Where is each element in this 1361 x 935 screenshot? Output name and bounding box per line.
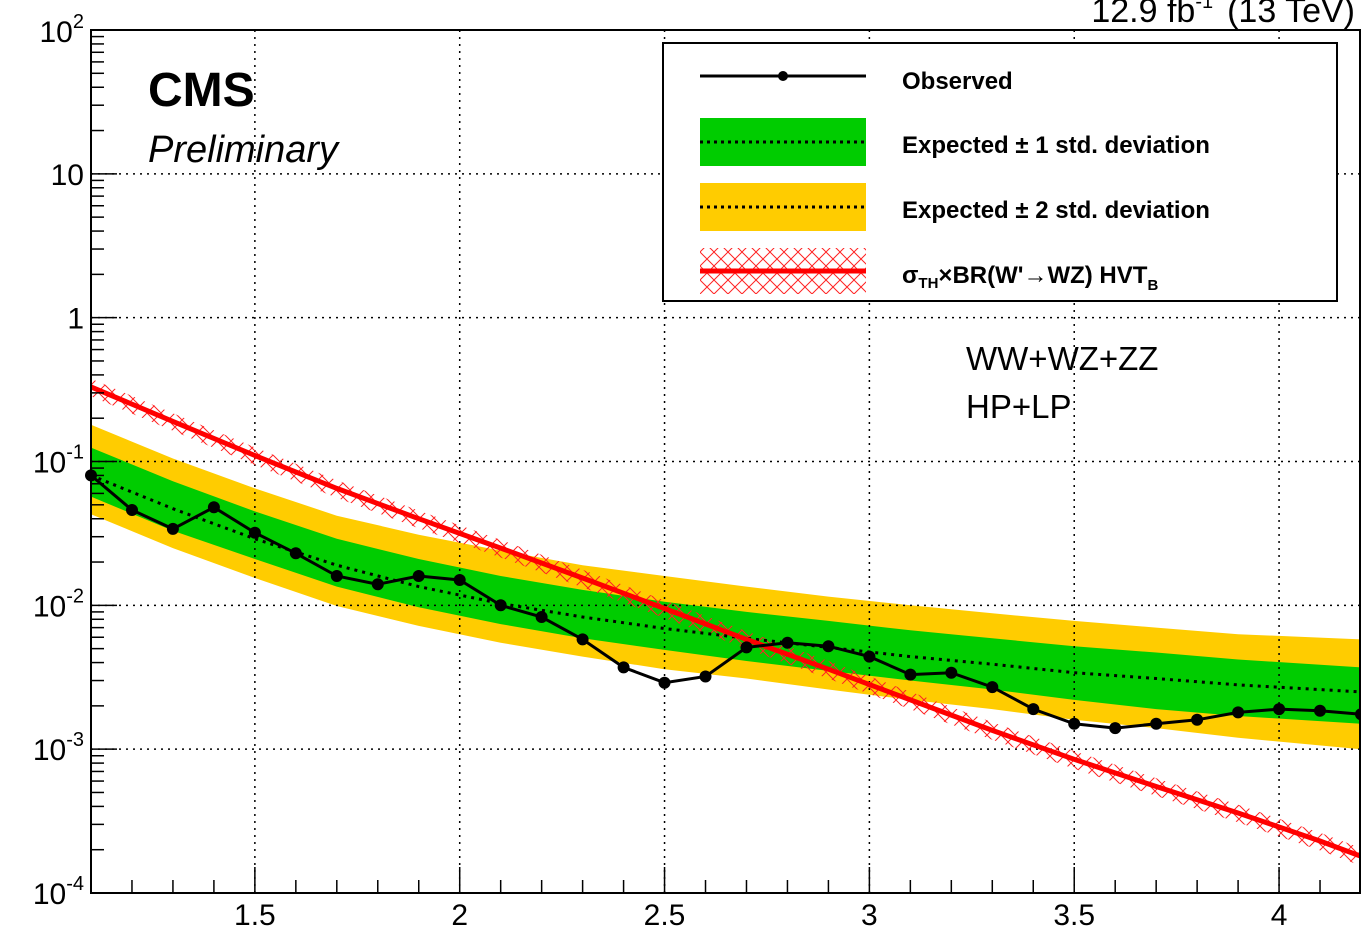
observed-point xyxy=(166,522,179,535)
legend-1sigma-label: Expected ± 1 std. deviation xyxy=(902,132,1210,159)
observed-point xyxy=(1150,717,1163,730)
observed-point xyxy=(371,578,384,591)
observed-point xyxy=(576,633,589,646)
observed-point xyxy=(1232,706,1245,719)
observed-point xyxy=(1027,703,1040,716)
legend-2sigma-label: Expected ± 2 std. deviation xyxy=(902,197,1210,224)
observed-point xyxy=(658,676,671,689)
x-tick-label: 1.5 xyxy=(234,899,276,932)
observed-point xyxy=(986,681,999,694)
x-tick-label: 3.5 xyxy=(1053,899,1095,932)
observed-point xyxy=(1109,722,1122,735)
observed-point xyxy=(453,574,466,586)
y-tick-label: 10 xyxy=(51,159,84,192)
observed-point xyxy=(740,641,753,654)
y-tick-label: 10-2 xyxy=(33,585,84,623)
x-tick-label: 3 xyxy=(861,899,878,932)
legend-theory-label: σTH×BR(W'→WZ) HVTB xyxy=(902,262,1158,294)
observed-point xyxy=(904,668,917,681)
y-tick-label: 10-4 xyxy=(33,873,84,911)
luminosity-label: 12.9 fb-1 (13 TeV) xyxy=(1091,0,1355,30)
observed-point xyxy=(412,570,425,582)
observed-point xyxy=(289,547,302,560)
observed-point xyxy=(207,501,220,514)
observed-point xyxy=(248,526,261,539)
experiment-label: CMS xyxy=(148,64,255,117)
observed-point xyxy=(617,661,630,674)
x-tick-label: 2.5 xyxy=(644,899,686,932)
x-tick-label: 4 xyxy=(1271,899,1288,932)
observed-point xyxy=(1314,704,1326,717)
observed-point xyxy=(781,636,794,649)
observed-point xyxy=(330,570,343,582)
observed-point xyxy=(126,504,138,516)
legend-observed-marker xyxy=(778,71,788,81)
y-tick-label: 102 xyxy=(40,11,85,49)
axes xyxy=(90,29,1361,894)
observed-series xyxy=(85,469,1361,735)
observed-point xyxy=(494,599,507,612)
observed-point xyxy=(863,650,876,663)
legend-2sigma-swatch xyxy=(700,183,866,231)
observed-polyline xyxy=(90,474,1361,730)
theory-band-area xyxy=(91,378,1361,866)
observed-point xyxy=(822,640,835,653)
x-tick-label: 2 xyxy=(451,899,468,932)
observed-point xyxy=(1191,713,1204,726)
observed-point xyxy=(945,666,958,679)
observed-point xyxy=(1273,703,1286,716)
band-1sigma-area xyxy=(91,447,1361,724)
x-tick-labels: 1.5 2 2.5 3 3.5 4 xyxy=(234,899,1287,932)
observed-point xyxy=(699,670,712,683)
observed-point xyxy=(1068,717,1081,730)
theory-line xyxy=(90,384,1361,859)
expected-1sigma-band xyxy=(91,447,1361,724)
y-tick-label: 10-3 xyxy=(33,729,84,767)
theory-uncertainty-band xyxy=(91,378,1361,866)
theory-polyline xyxy=(90,384,1361,859)
status-label: Preliminary xyxy=(148,129,340,171)
observed-point xyxy=(535,611,548,623)
channel-label: WW+WZ+ZZ xyxy=(966,340,1158,377)
y-tick-label: 1 xyxy=(67,303,84,336)
legend-observed-label: Observed xyxy=(902,68,1013,95)
y-tick-labels: 102 10 1 10-1 10-2 10-3 10-4 xyxy=(33,11,84,911)
legend-1sigma-swatch xyxy=(700,118,866,166)
legend: Observed Expected ± 1 std. deviation Exp… xyxy=(662,42,1338,302)
y-tick-label: 10-1 xyxy=(33,442,84,480)
category-label: HP+LP xyxy=(966,388,1071,425)
